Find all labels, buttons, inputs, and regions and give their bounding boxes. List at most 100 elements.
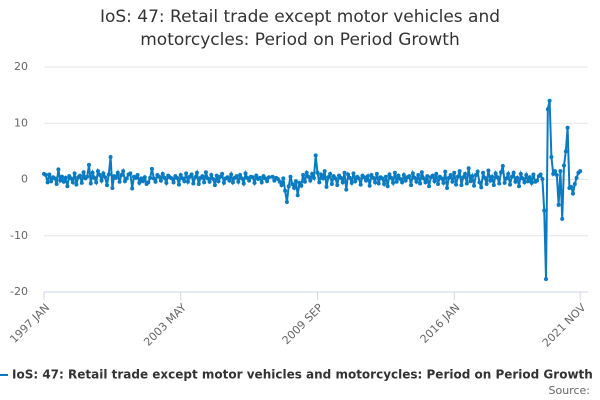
point xyxy=(176,182,181,187)
point xyxy=(454,182,459,187)
point xyxy=(299,183,304,188)
point xyxy=(301,173,306,177)
point xyxy=(574,175,579,180)
point xyxy=(495,175,500,180)
point xyxy=(349,180,354,185)
point xyxy=(522,180,527,185)
point xyxy=(101,171,106,176)
point xyxy=(158,178,163,183)
point xyxy=(304,170,309,175)
point xyxy=(432,179,437,184)
point xyxy=(329,182,334,186)
point xyxy=(351,171,356,176)
point xyxy=(549,155,554,159)
point xyxy=(391,180,396,185)
x-tick-label: 2016 JAN xyxy=(418,301,463,346)
point xyxy=(320,176,325,181)
point xyxy=(311,175,316,180)
point xyxy=(448,173,453,177)
point xyxy=(538,172,543,177)
point xyxy=(106,172,111,177)
point xyxy=(265,179,270,184)
point xyxy=(313,153,318,158)
legend-label: IoS: 47: Retail trade except motor vehic… xyxy=(12,368,593,382)
point xyxy=(472,183,477,188)
point xyxy=(356,176,361,181)
point xyxy=(376,181,381,186)
x-tick-label: 2021 NOV xyxy=(540,301,589,350)
x-tick-label: 1997 JAN xyxy=(7,301,52,346)
point xyxy=(486,168,491,173)
point xyxy=(452,170,457,175)
point xyxy=(121,169,126,174)
point xyxy=(90,170,95,175)
point xyxy=(160,171,165,176)
point xyxy=(504,176,509,181)
point xyxy=(468,179,473,184)
point xyxy=(61,179,66,184)
point xyxy=(556,202,561,207)
point xyxy=(216,179,221,184)
point xyxy=(527,175,532,180)
point xyxy=(479,185,484,190)
point xyxy=(430,173,435,178)
point xyxy=(322,169,327,174)
point xyxy=(418,181,423,186)
point xyxy=(189,172,194,177)
point xyxy=(238,173,243,177)
point xyxy=(466,166,471,171)
point xyxy=(70,180,75,185)
point xyxy=(243,171,248,176)
point xyxy=(137,180,142,185)
point xyxy=(212,183,217,188)
point xyxy=(94,180,99,185)
point xyxy=(362,175,367,180)
point xyxy=(439,176,444,181)
point xyxy=(58,178,63,183)
point xyxy=(302,179,307,184)
point xyxy=(283,188,288,193)
point xyxy=(464,181,469,186)
point xyxy=(43,173,48,177)
point xyxy=(295,193,300,198)
point xyxy=(306,174,311,179)
point xyxy=(142,175,147,180)
point xyxy=(308,178,313,183)
point xyxy=(500,164,505,168)
point xyxy=(434,171,439,176)
point xyxy=(207,179,212,184)
point xyxy=(88,181,93,186)
point xyxy=(338,175,343,180)
point xyxy=(148,175,153,180)
point xyxy=(72,171,77,176)
point xyxy=(202,180,207,185)
point xyxy=(335,183,340,188)
y-tick-label: 20 xyxy=(14,60,28,73)
chart-title: IoS: 47: Retail trade except motor vehic… xyxy=(99,7,501,50)
point xyxy=(47,172,52,177)
point xyxy=(526,179,531,184)
point xyxy=(398,176,403,181)
point xyxy=(178,173,183,177)
point xyxy=(225,175,230,180)
point xyxy=(196,182,201,186)
point xyxy=(400,180,405,185)
point xyxy=(284,200,289,204)
point xyxy=(171,180,176,185)
point xyxy=(414,179,419,184)
point xyxy=(553,169,558,174)
point xyxy=(475,169,480,174)
point xyxy=(146,180,151,185)
point xyxy=(140,179,145,184)
point xyxy=(491,183,496,188)
point xyxy=(209,173,214,177)
y-tick-label: 10 xyxy=(14,116,28,129)
y-tick-label: 0 xyxy=(21,173,28,186)
point xyxy=(81,170,86,175)
point xyxy=(288,174,293,179)
point xyxy=(191,181,196,186)
point xyxy=(153,179,158,184)
point xyxy=(54,182,59,186)
point xyxy=(247,178,252,183)
